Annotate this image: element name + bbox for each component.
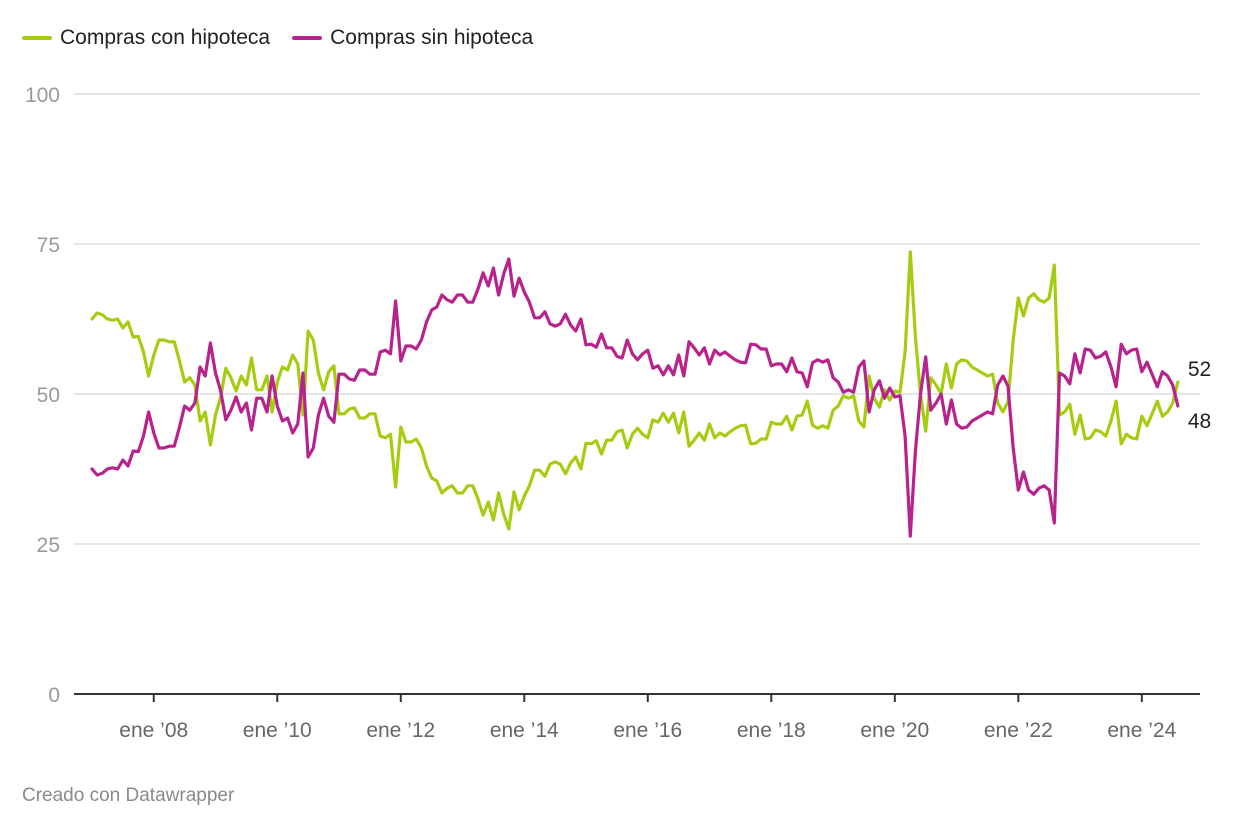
- x-tick-label-6: ene ’20: [860, 719, 929, 742]
- y-tick-label-75: 75: [37, 234, 60, 257]
- x-tick-label-0: ene ’08: [119, 719, 188, 742]
- legend-item-sin-hipoteca[interactable]: Compras sin hipoteca: [292, 26, 533, 50]
- legend-swatch-con-hipoteca: [22, 36, 52, 40]
- grid-lines: [74, 93, 1200, 545]
- x-axis: ene ’08 ene ’10 ene ’12 ene ’14 ene ’16 ene ’…: [74, 693, 1200, 742]
- end-label-sin-hipoteca: 48: [1188, 410, 1211, 433]
- y-tick-label-0: 0: [48, 684, 60, 707]
- y-tick-label-50: 50: [37, 384, 60, 407]
- x-tick-label-5: ene ’18: [737, 719, 806, 742]
- legend: Compras con hipoteca Compras sin hipotec…: [22, 26, 533, 50]
- legend-swatch-sin-hipoteca: [292, 36, 323, 40]
- y-tick-label-100: 100: [25, 84, 60, 107]
- series-line-con-hipoteca: [90, 250, 1180, 531]
- x-tick-label-4: ene ’16: [613, 719, 682, 742]
- series-line-sin-hipoteca: [90, 257, 1180, 538]
- legend-label-sin-hipoteca: Compras sin hipoteca: [330, 26, 534, 49]
- x-tick-label-2: ene ’12: [366, 719, 435, 742]
- end-labels: 52 48: [1188, 358, 1211, 433]
- legend-item-con-hipoteca[interactable]: Compras con hipoteca: [22, 26, 270, 50]
- x-tick-label-8: ene ’24: [1107, 719, 1176, 742]
- credit-text: Creado con Datawrapper: [22, 785, 235, 806]
- legend-label-con-hipoteca: Compras con hipoteca: [60, 26, 271, 49]
- x-tick-label-1: ene ’10: [243, 719, 312, 742]
- y-axis-tick-labels: 0 25 50 75 100: [25, 84, 60, 707]
- series-lines: [90, 250, 1180, 538]
- y-tick-label-25: 25: [37, 534, 60, 557]
- x-tick-label-7: ene ’22: [984, 719, 1053, 742]
- x-tick-label-3: ene ’14: [490, 719, 559, 742]
- end-label-con-hipoteca: 52: [1188, 358, 1211, 381]
